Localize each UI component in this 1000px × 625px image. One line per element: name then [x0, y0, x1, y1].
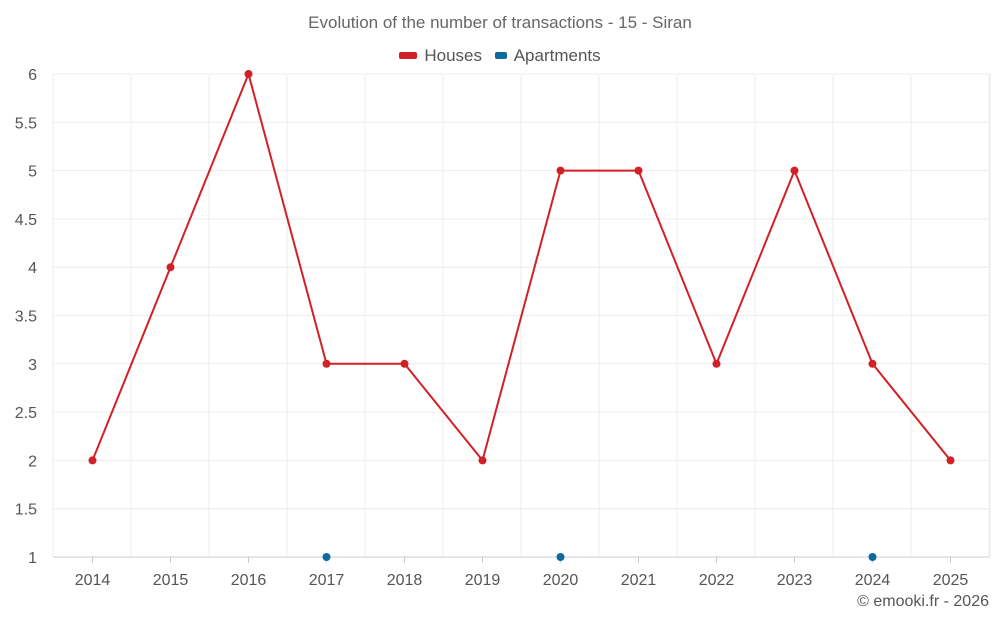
x-tick-label: 2023	[777, 572, 813, 589]
legend-swatch-apartments	[494, 52, 507, 59]
data-point-houses[interactable]	[790, 166, 799, 175]
x-tick-label: 2017	[309, 572, 345, 589]
x-tick-label: 2024	[855, 572, 891, 589]
y-tick-label: 3.5	[15, 309, 37, 326]
data-point-houses[interactable]	[244, 70, 253, 78]
data-point-houses[interactable]	[556, 166, 565, 175]
y-tick-label: 4	[28, 260, 37, 277]
x-tick-label: 2015	[153, 572, 189, 589]
y-tick-label: 6	[28, 67, 37, 84]
y-tick-label: 2.5	[15, 405, 37, 422]
chart-title: Evolution of the number of transactions …	[308, 13, 692, 32]
legend-label-apartments: Apartments	[513, 45, 601, 65]
data-point-apartments[interactable]	[868, 553, 877, 561]
data-point-houses[interactable]	[712, 359, 721, 368]
data-point-houses[interactable]	[166, 263, 175, 272]
x-tick-label: 2021	[621, 572, 657, 589]
series-line-houses	[91, 73, 952, 462]
data-point-houses[interactable]	[478, 456, 487, 465]
legend: Houses Apartments	[0, 44, 1000, 66]
y-tick-label: 5	[28, 164, 37, 181]
legend-swatch-houses	[399, 52, 418, 59]
axes: 1 1.5 2 2.5 3 3.5 4 4.5 5 5.5 6 2014 2015 2016 2017 201…	[15, 67, 969, 589]
x-tick-label: 2016	[231, 572, 267, 589]
data-point-apartments[interactable]	[322, 553, 331, 561]
y-tick-label: 5.5	[15, 115, 37, 132]
y-tick-label: 2	[28, 453, 37, 470]
x-tick-label: 2025	[933, 572, 969, 589]
y-tick-label: 3	[28, 357, 37, 374]
data-point-houses[interactable]	[88, 456, 97, 465]
x-tick-label: 2022	[699, 572, 735, 589]
legend-item-apartments[interactable]: Apartments	[494, 45, 601, 66]
data-point-houses[interactable]	[868, 359, 877, 368]
credit-text: © emooki.fr - 2026	[857, 593, 989, 610]
data-point-houses[interactable]	[322, 359, 331, 368]
data-point-houses[interactable]	[400, 359, 409, 368]
legend-item-houses[interactable]: Houses	[399, 46, 482, 66]
series	[88, 70, 955, 561]
legend-label-houses: Houses	[424, 45, 482, 65]
data-point-houses[interactable]	[634, 166, 643, 175]
x-tick-label: 2019	[465, 572, 501, 589]
y-tick-label: 4.5	[15, 212, 37, 229]
y-tick-label: 1	[28, 550, 37, 567]
x-tick-label: 2018	[387, 572, 423, 589]
x-tick-label: 2014	[75, 572, 111, 589]
data-point-apartments[interactable]	[556, 553, 565, 561]
data-point-houses[interactable]	[946, 456, 955, 465]
x-tick-label: 2020	[543, 572, 579, 589]
y-tick-label: 1.5	[15, 502, 37, 519]
